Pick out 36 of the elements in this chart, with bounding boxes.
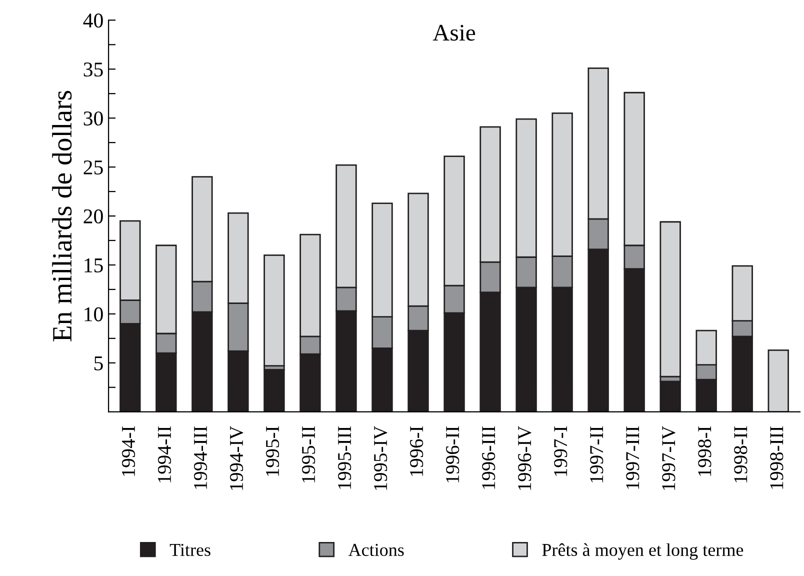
chart-title: Asie xyxy=(432,24,476,41)
y-tick-label: 25 xyxy=(84,160,103,174)
x-tick-label: 1996-III xyxy=(482,426,496,489)
x-tick-label: 1995-I xyxy=(266,426,280,476)
y-tick-label: 35 xyxy=(84,62,103,77)
x-tick-label: 1995-IV xyxy=(374,426,388,490)
y-tick-label: 40 xyxy=(83,14,103,28)
x-tick-label: 1997-II xyxy=(590,426,604,482)
x-tick-label: 1994-IV xyxy=(230,426,244,490)
x-tick-label: 1998-I xyxy=(698,426,712,476)
x-tick-label: 1998-III xyxy=(770,426,784,489)
x-tick-label: 1996-II xyxy=(446,426,460,482)
x-tick-label: 1998-II xyxy=(734,426,748,482)
bar xyxy=(660,380,681,412)
y-tick-label: 5 xyxy=(94,356,103,370)
y-axis-title: En milliards de dollars xyxy=(52,90,72,342)
x-tick-label: 1994-I xyxy=(122,426,136,476)
legend-label: Titres xyxy=(170,544,210,556)
bar xyxy=(264,254,285,367)
x-tick-label: 1996-IV xyxy=(518,426,532,490)
bar xyxy=(768,349,789,412)
y-tick-label: 15 xyxy=(84,258,103,272)
x-tick-label: 1994-II xyxy=(158,426,172,482)
bar xyxy=(264,369,285,412)
legend-label: Actions xyxy=(348,544,404,556)
y-tick-label: 20 xyxy=(84,209,103,224)
y-tick-label: 30 xyxy=(84,111,103,126)
x-tick-label: 1996-I xyxy=(410,426,424,476)
x-tick-label: 1997-IV xyxy=(662,426,676,490)
x-tick-label: 1995-II xyxy=(302,426,316,482)
y-tick-label: 10 xyxy=(84,307,103,322)
x-tick-label: 1995-III xyxy=(338,426,352,489)
legend-label: Prêts à moyen et long terme xyxy=(542,543,744,560)
x-tick-label: 1994-III xyxy=(194,426,208,489)
x-tick-label: 1997-I xyxy=(554,426,568,476)
x-tick-label: 1997-III xyxy=(626,426,640,489)
